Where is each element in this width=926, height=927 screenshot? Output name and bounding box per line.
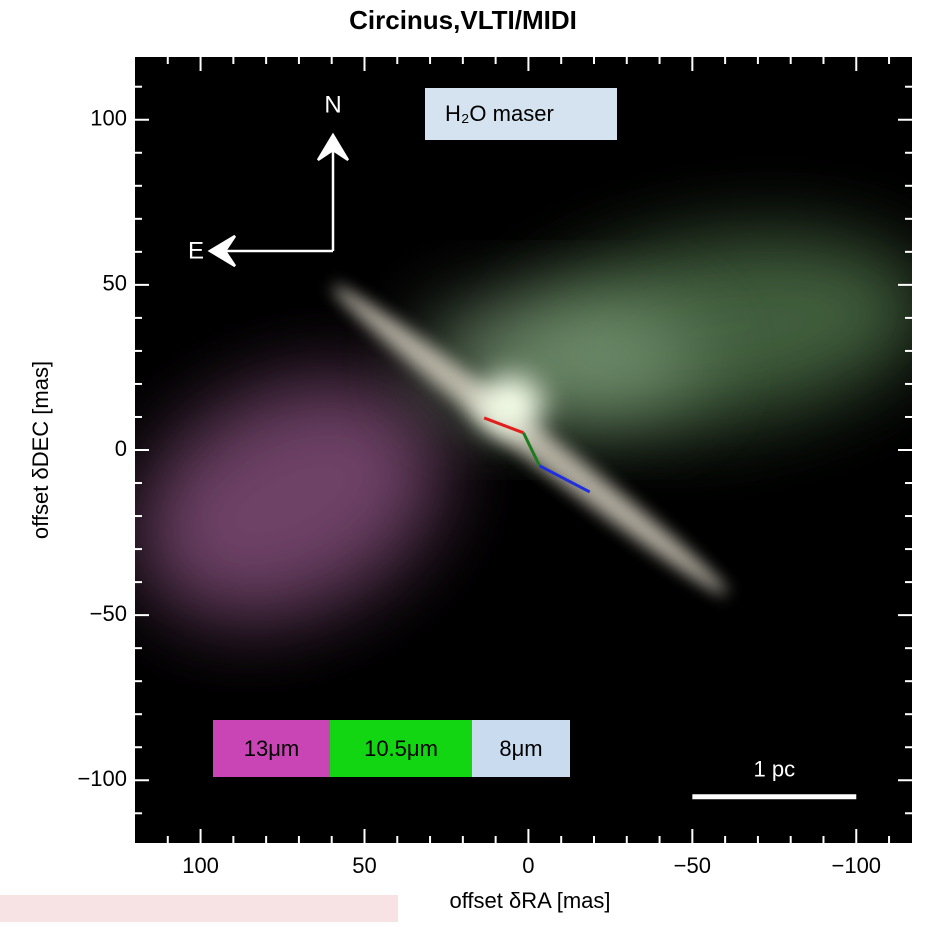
y-tick-label: 0	[115, 436, 127, 461]
x-tick-label: −100	[831, 853, 881, 878]
band-label: 13μm	[244, 736, 299, 761]
image	[137, 236, 912, 621]
y-axis-label: offset δDEC [mas]	[28, 361, 53, 539]
north-label: N	[324, 91, 341, 118]
y-tick-label: −100	[77, 766, 127, 791]
x-tick-label: −50	[674, 853, 711, 878]
x-tick-label: 50	[352, 853, 376, 878]
maser-segment	[522, 432, 541, 467]
y-tick-label: −50	[90, 601, 127, 626]
maser-label: H₂O maser	[445, 101, 554, 126]
chart-title: Circinus,VLTI/MIDI	[349, 5, 577, 35]
decoration	[0, 895, 398, 922]
x-tick-label: 0	[522, 853, 534, 878]
band-swatch	[330, 720, 472, 777]
band-label: 10.5μm	[364, 736, 438, 761]
band-swatch	[213, 720, 330, 777]
x-axis-label: offset δRA [mas]	[449, 888, 610, 913]
compass	[207, 132, 350, 268]
x-tick-label: 100	[182, 853, 219, 878]
band-swatch	[472, 720, 570, 777]
maser-label-box	[425, 88, 617, 140]
maser-segment	[538, 464, 591, 494]
y-tick-label: 50	[103, 271, 127, 296]
scale-bar-label: 1 pc	[754, 757, 796, 782]
maser-segment	[483, 416, 525, 435]
y-tick-label: 100	[90, 106, 127, 131]
band-label: 8μm	[499, 736, 542, 761]
east-label: E	[188, 237, 204, 264]
